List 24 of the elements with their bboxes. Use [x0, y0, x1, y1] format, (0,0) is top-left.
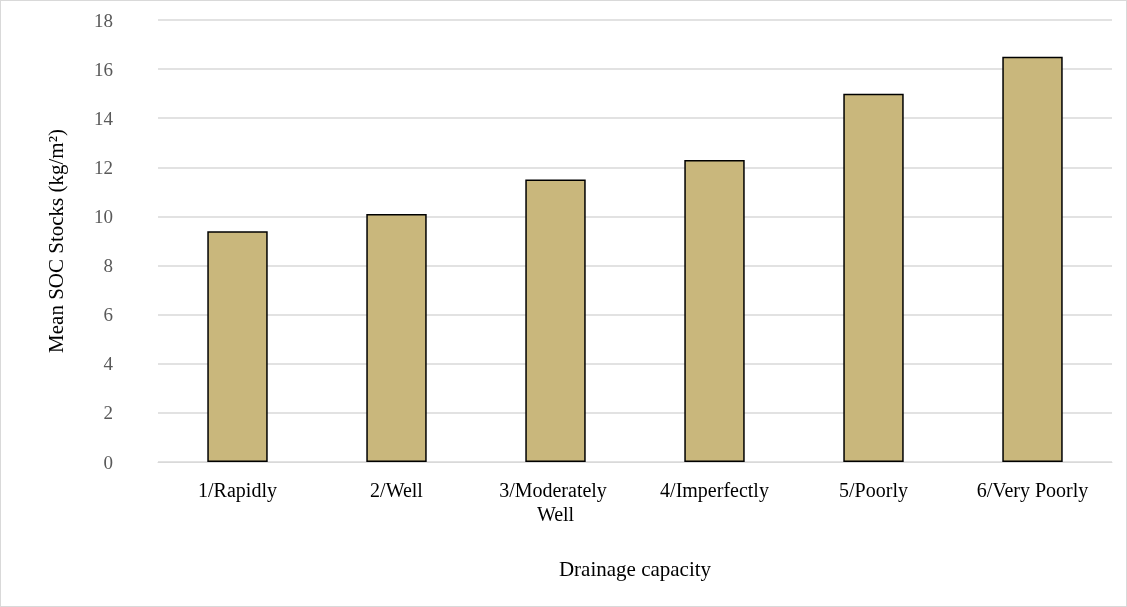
x-tick-label: 3/Moderately Well — [499, 479, 612, 525]
bar — [843, 93, 904, 462]
bar — [207, 231, 268, 462]
y-tick-label: 8 — [103, 255, 113, 277]
bar — [684, 159, 745, 462]
y-tick-label: 2 — [103, 402, 113, 424]
bar — [366, 213, 427, 462]
x-axis-title: Drainage capacity — [558, 556, 712, 581]
bar — [1002, 56, 1063, 462]
x-tick-label: 5/Poorly — [839, 479, 908, 502]
x-tick-label: 4/Imperfectly — [660, 479, 769, 502]
y-tick-label: 6 — [103, 304, 113, 326]
x-tick-label: 2/Well — [370, 479, 424, 501]
y-tick-label: 0 — [103, 451, 113, 473]
y-tick-label: 4 — [103, 353, 114, 375]
x-tick-label: 1/Rapidly — [198, 479, 277, 502]
bar — [525, 179, 586, 462]
x-tick-label: 6/Very Poorly — [976, 479, 1089, 502]
y-tick-label: 16 — [94, 58, 113, 80]
y-tick-label: 12 — [94, 156, 113, 178]
y-tick-label: 14 — [94, 107, 114, 129]
y-axis-title: Mean SOC Stocks (kg/m²) — [43, 129, 68, 353]
y-tick-label: 10 — [94, 205, 113, 227]
y-tick-label: 18 — [94, 9, 113, 31]
